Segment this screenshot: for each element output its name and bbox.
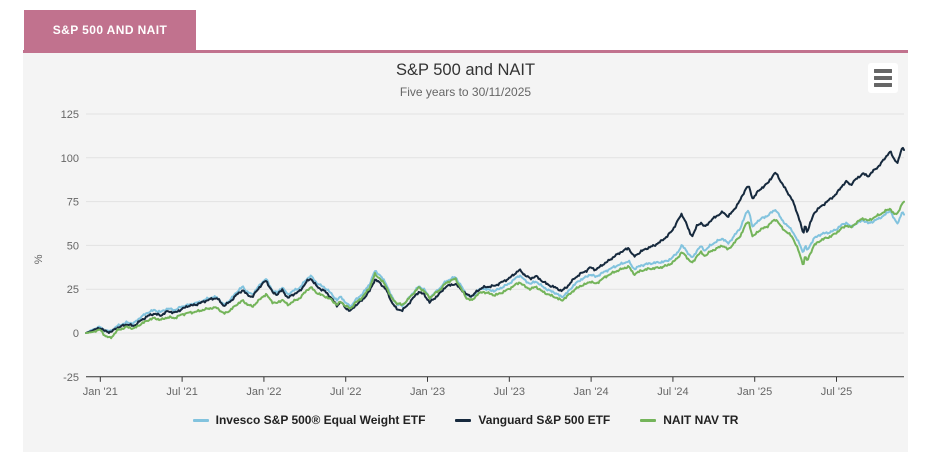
legend-label-invesco: Invesco S&P 500® Equal Weight ETF — [215, 413, 426, 427]
svg-text:%: % — [33, 254, 45, 264]
svg-text:75: 75 — [67, 197, 79, 209]
svg-text:0: 0 — [73, 328, 79, 340]
svg-text:Jan '23: Jan '23 — [410, 386, 445, 398]
tab-label: S&P 500 AND NAIT — [52, 23, 168, 37]
x-axis: Jan '21 Jul '21 Jan '22 Jul '22 Jan '23 Jul '… — [83, 376, 904, 398]
chart-context-menu-button[interactable] — [868, 63, 898, 93]
svg-text:Jan '25: Jan '25 — [737, 386, 772, 398]
svg-text:Jan '21: Jan '21 — [83, 386, 118, 398]
svg-text:25: 25 — [67, 284, 79, 296]
svg-text:-25: -25 — [63, 372, 79, 384]
svg-text:Jul '24: Jul '24 — [657, 386, 688, 398]
legend-label-nait: NAIT NAV TR — [663, 413, 739, 427]
legend-item-vanguard[interactable]: Vanguard S&P 500 ETF — [455, 413, 610, 427]
chart-title: S&P 500 and NAIT — [395, 61, 536, 79]
nait-line-swatch — [640, 418, 657, 422]
series-line-1[interactable] — [85, 209, 905, 334]
svg-text:125: 125 — [61, 109, 79, 121]
legend-item-nait[interactable]: NAIT NAV TR — [640, 413, 738, 427]
svg-text:50: 50 — [67, 240, 79, 252]
svg-text:Jul '21: Jul '21 — [166, 386, 197, 398]
vanguard-line-swatch — [455, 418, 472, 422]
svg-text:100: 100 — [61, 153, 79, 165]
svg-text:Jan '22: Jan '22 — [246, 386, 281, 398]
invesco-line-swatch — [192, 418, 209, 422]
line-chart[interactable]: 125 100 75 50 25 0 -25% Jan '21 Jul '21 Jan '22 Ju… — [23, 53, 908, 455]
legend-label-vanguard: Vanguard S&P 500 ETF — [478, 413, 611, 427]
chart-panel: S&P 500 and NAIT Five years to 30/11/202… — [23, 50, 908, 452]
svg-text:Jul '22: Jul '22 — [330, 386, 361, 398]
svg-text:Jan '24: Jan '24 — [574, 386, 609, 398]
chart-legend: Invesco S&P 500® Equal Weight ETF Vangua… — [23, 413, 908, 427]
y-axis: 125 100 75 50 25 0 -25% — [33, 109, 904, 384]
series-line-2[interactable] — [85, 146, 905, 334]
tab-sp500-and-nait[interactable]: S&P 500 AND NAIT — [24, 10, 196, 50]
legend-item-invesco[interactable]: Invesco S&P 500® Equal Weight ETF — [192, 413, 426, 427]
hamburger-icon — [874, 69, 892, 87]
series-line-3[interactable] — [85, 200, 905, 340]
svg-text:Jul '23: Jul '23 — [494, 386, 525, 398]
chart-subtitle: Five years to 30/11/2025 — [399, 85, 532, 99]
svg-text:Jul '25: Jul '25 — [821, 386, 852, 398]
